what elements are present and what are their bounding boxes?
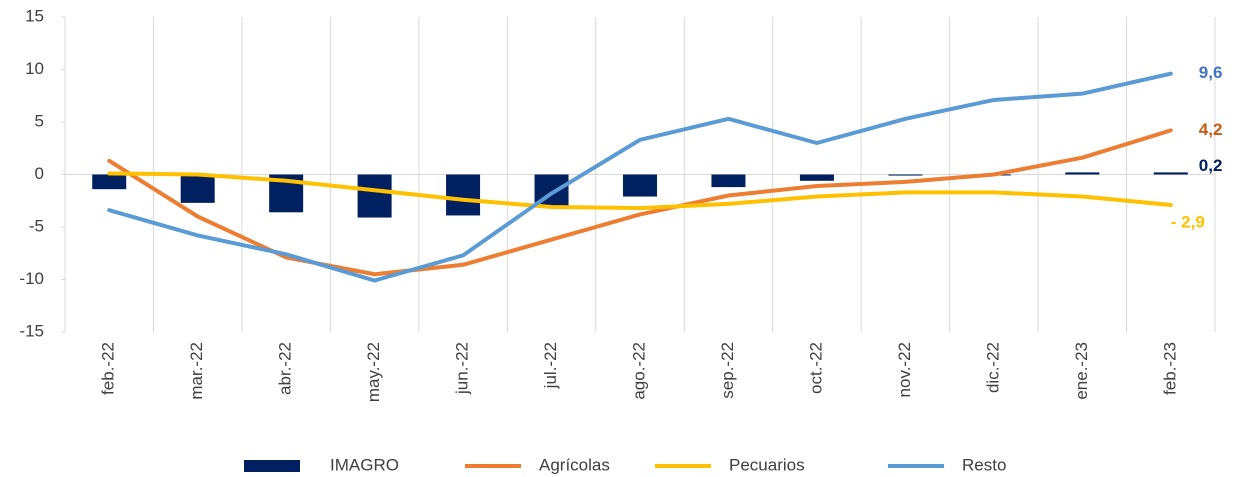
bar bbox=[446, 174, 481, 216]
bar bbox=[1153, 172, 1188, 175]
legend-label: IMAGRO bbox=[330, 455, 399, 474]
data-label: 0,2 bbox=[1199, 156, 1223, 175]
x-tick-label: abr.-22 bbox=[276, 342, 295, 395]
x-tick-label: may.-22 bbox=[364, 342, 383, 402]
bar bbox=[92, 174, 127, 190]
bar bbox=[623, 174, 657, 197]
bar bbox=[888, 174, 923, 176]
y-tick-label: -5 bbox=[29, 216, 44, 235]
x-tick-label: feb.-22 bbox=[99, 342, 118, 395]
bar bbox=[799, 174, 834, 181]
y-tick-label: 5 bbox=[35, 111, 44, 130]
data-label: 4,2 bbox=[1199, 120, 1223, 139]
data-label: - 2,9 bbox=[1171, 212, 1205, 231]
line bbox=[107, 71, 1173, 283]
line bbox=[107, 171, 1173, 211]
x-tick-label: nov.-22 bbox=[895, 342, 914, 397]
y-tick-label: 10 bbox=[25, 59, 44, 78]
x-tick-label: oct.-22 bbox=[806, 342, 825, 394]
legend-label: Pecuarios bbox=[729, 455, 805, 474]
bar bbox=[711, 174, 746, 188]
legend-swatch bbox=[244, 460, 300, 472]
x-tick-label: mar.-22 bbox=[187, 342, 206, 400]
bar bbox=[357, 174, 392, 218]
line bbox=[107, 128, 1173, 277]
legend-label: Resto bbox=[962, 455, 1006, 474]
x-tick-label: jul.-22 bbox=[541, 342, 560, 389]
x-tick-label: jun.-22 bbox=[453, 342, 472, 395]
bar bbox=[180, 174, 215, 203]
x-tick-label: feb.-23 bbox=[1160, 342, 1179, 395]
bar bbox=[1065, 172, 1100, 175]
x-tick-label: ene.-23 bbox=[1072, 342, 1091, 400]
y-tick-label: -10 bbox=[19, 269, 44, 288]
y-tick-label: 15 bbox=[25, 6, 44, 25]
x-tick-label: sep.-22 bbox=[718, 342, 737, 399]
y-tick-label: 0 bbox=[35, 164, 44, 183]
y-tick-label: -15 bbox=[19, 321, 44, 340]
x-tick-label: ago.-22 bbox=[629, 342, 648, 400]
x-tick-label: dic.-22 bbox=[983, 342, 1002, 393]
data-label: 9,6 bbox=[1199, 63, 1223, 82]
legend-label: Agrícolas bbox=[539, 455, 610, 474]
